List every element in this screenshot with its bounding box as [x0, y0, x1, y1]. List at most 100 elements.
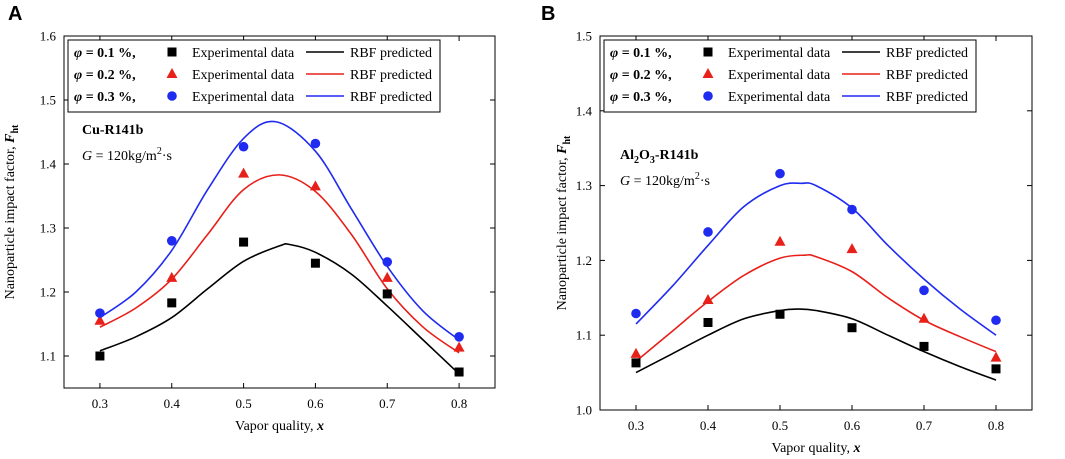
legend-phi-label: φ = 0.2 %,	[610, 68, 672, 83]
legend-marker	[703, 91, 713, 101]
data-point	[381, 271, 393, 282]
legend-marker	[167, 91, 177, 101]
y-axis-title: Nanoparticle impact factor, Fht	[555, 135, 573, 310]
legend-pred-label: RBF predicted	[350, 68, 432, 83]
legend-pred-label: RBF predicted	[350, 46, 432, 61]
data-point	[847, 323, 857, 333]
x-tick-label: 0.3	[92, 396, 108, 411]
legend-exp-label: Experimental data	[728, 68, 831, 83]
x-tick-label: 0.5	[235, 396, 251, 411]
data-point	[630, 347, 642, 358]
x-tick-label: 0.4	[164, 396, 181, 411]
data-point	[919, 285, 929, 296]
y-tick-label: 1.3	[40, 221, 56, 236]
legend-marker	[166, 68, 178, 78]
data-point	[847, 204, 857, 215]
x-tick-label: 0.5	[772, 418, 788, 433]
legend-phi-label: φ = 0.3 %,	[610, 90, 672, 105]
legend-marker	[703, 47, 713, 57]
x-tick-label: 0.4	[700, 418, 717, 433]
x-axis-title: Vapor quality, x	[235, 419, 324, 434]
data-point	[94, 314, 106, 325]
legend-pred-label: RBF predicted	[886, 68, 968, 83]
material-annotation: Cu-R141b	[82, 123, 144, 138]
chart-panel-a: A 0.3 0.4 0.5 0.6 0.7 0.8 1.1 1.2 1.3 1.4 1.5 1.6 Vap…	[3, 3, 496, 434]
legend-exp-label: Experimental data	[192, 46, 295, 61]
data-point	[703, 317, 713, 327]
x-tick-label: 0.3	[628, 418, 644, 433]
data-point	[454, 332, 464, 342]
y-tick-label: 1.4	[40, 157, 57, 172]
flux-annotation: G = 120kg/m2·s	[620, 171, 710, 189]
data-point	[990, 351, 1002, 362]
material-annotation: Al2O3-R141b	[620, 148, 699, 166]
legend-marker	[167, 47, 177, 57]
series-line	[99, 243, 460, 375]
data-point	[846, 243, 858, 254]
series-line	[635, 253, 997, 362]
data-point	[775, 309, 785, 319]
data-point	[95, 351, 105, 361]
data-point	[918, 312, 930, 323]
data-point	[919, 341, 929, 351]
x-tick-label: 0.6	[844, 418, 861, 433]
panel-label: B	[541, 3, 555, 25]
y-tick-label: 1.3	[576, 178, 592, 193]
data-point	[309, 180, 321, 191]
data-point	[991, 364, 1001, 374]
data-point	[382, 257, 393, 267]
x-axis-title: Vapor quality, x	[772, 441, 861, 456]
data-point	[95, 308, 105, 318]
data-point	[991, 315, 1001, 326]
data-point	[166, 271, 178, 282]
y-tick-label: 1.5	[576, 29, 592, 44]
data-point	[631, 308, 641, 319]
legend-exp-label: Experimental data	[728, 90, 831, 105]
legend-phi-label: φ = 0.2 %,	[74, 68, 136, 83]
panel-label: A	[8, 3, 22, 25]
plot-frame	[63, 35, 496, 389]
data-point	[453, 341, 465, 352]
data-point	[631, 358, 641, 368]
legend-phi-label: φ = 0.1 %,	[74, 46, 136, 61]
data-point	[167, 298, 177, 308]
y-tick-label: 1.5	[40, 93, 56, 108]
y-tick-label: 1.2	[40, 285, 56, 300]
y-axis-title: Nanoparticle impact factor, Fht	[3, 124, 21, 299]
y-tick-label: 1.1	[576, 328, 592, 343]
series-line	[635, 308, 997, 381]
legend-exp-label: Experimental data	[728, 46, 831, 61]
series-line	[635, 182, 997, 336]
x-tick-label: 0.8	[988, 418, 1004, 433]
legend-marker	[702, 68, 714, 78]
flux-annotation: G = 120kg/m2·s	[82, 146, 172, 164]
x-tick-label: 0.8	[451, 396, 467, 411]
series-line	[99, 174, 460, 354]
legend-exp-label: Experimental data	[192, 68, 295, 83]
legend-box	[67, 39, 441, 113]
y-tick-label: 1.0	[576, 403, 592, 418]
chart-panel-b: B 0.3 0.4 0.5 0.6 0.7 0.8 1.0 1.1 1.2 1.3 1.4 1.5 Vap…	[541, 3, 1033, 456]
y-tick-label: 1.2	[576, 253, 592, 268]
plot-frame	[599, 35, 1033, 411]
legend-phi-label: φ = 0.3 %,	[74, 90, 136, 105]
y-tick-label: 1.4	[576, 103, 593, 118]
legend-pred-label: RBF predicted	[350, 90, 432, 105]
data-point	[310, 138, 321, 149]
legend-exp-label: Experimental data	[192, 90, 295, 105]
legend-phi-label: φ = 0.1 %,	[610, 46, 672, 61]
data-point	[382, 289, 392, 299]
data-point	[238, 167, 250, 178]
x-tick-label: 0.6	[307, 396, 324, 411]
data-point	[238, 141, 249, 152]
data-point	[239, 237, 249, 247]
data-point	[703, 227, 713, 237]
legend-box	[603, 39, 977, 113]
legend-pred-label: RBF predicted	[886, 90, 968, 105]
x-tick-label: 0.7	[916, 418, 933, 433]
data-point	[702, 294, 714, 305]
y-tick-label: 1.6	[40, 29, 57, 44]
data-point	[166, 236, 177, 246]
x-tick-label: 0.7	[379, 396, 396, 411]
